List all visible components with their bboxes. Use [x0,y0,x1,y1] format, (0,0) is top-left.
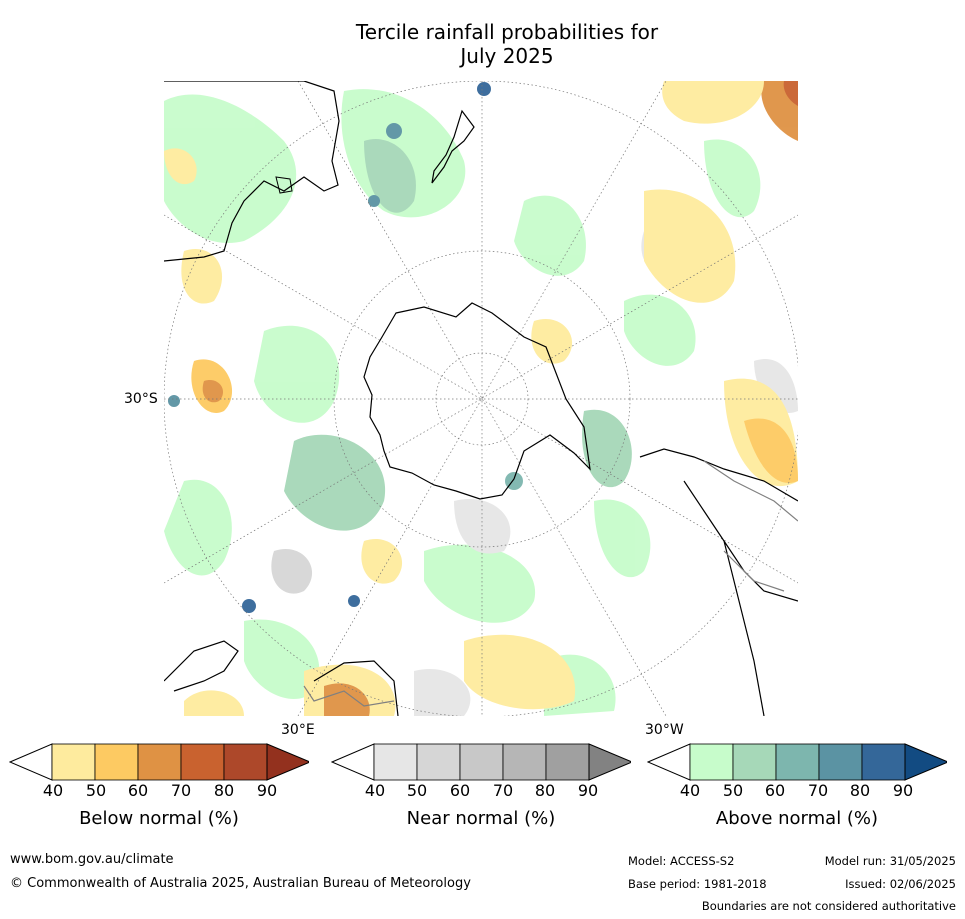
tick-below-80: 80 [213,781,235,800]
footer-model: Model: ACCESS-S2 [628,854,735,868]
above-bin-3 [818,743,863,781]
near-bin-under [331,743,375,781]
footer-issued: Issued: 02/06/2025 [845,877,956,891]
new-zealand-coastline [431,109,475,184]
footer-copyright: © Commonwealth of Australia 2025, Austra… [10,876,471,891]
south-america-borders [703,460,798,592]
lon-label-30e: 30°E [281,722,315,738]
footer-model-run: Model run: 31/05/2025 [824,854,956,868]
near-bin-4 [545,743,590,781]
lon-label-30w: 30°W [645,722,684,738]
title-line-1: Tercile rainfall probabilities for [355,20,659,44]
near-bin-2 [459,743,504,781]
near-bin-3 [502,743,547,781]
chart-title: Tercile rainfall probabilities for July … [0,20,965,68]
south-america-coastline [639,448,798,716]
tick-below-70: 70 [170,781,192,800]
near-bin-1 [416,743,461,781]
colorbar-below [9,743,309,781]
antarctica-coastline [363,302,591,500]
tick-near-90: 90 [577,781,599,800]
below-bin-over [266,743,309,781]
below-bin-1 [94,743,139,781]
tick-near-80: 80 [534,781,556,800]
tick-near-70: 70 [492,781,514,800]
tick-above-80: 80 [849,781,871,800]
africa-coastline [164,640,399,716]
colorbar-above [647,743,947,781]
probability-map [164,81,798,716]
near-bin-0 [373,743,418,781]
footer-disclaimer: Boundaries are not considered authoritat… [701,899,956,913]
lat-label-30s: 30°S [124,391,158,407]
above-bin-0 [689,743,734,781]
colorbar-near [331,743,631,781]
africa-borders [303,685,395,707]
title-line-2: July 2025 [460,44,554,68]
colorbar-below-svg [9,743,309,781]
tick-above-40: 40 [679,781,701,800]
map-svg [164,81,798,716]
tick-below-40: 40 [42,781,64,800]
tick-below-60: 60 [127,781,149,800]
colorbar-near-title: Near normal (%) [406,808,556,829]
tick-below-90: 90 [256,781,278,800]
tick-below-50: 50 [85,781,107,800]
below-bin-3 [180,743,225,781]
below-bin-4 [223,743,268,781]
tick-above-70: 70 [807,781,829,800]
footer-base-period: Base period: 1981-2018 [628,877,767,891]
tick-near-40: 40 [364,781,386,800]
colorbar-above-title: Above normal (%) [715,808,879,829]
australia-coastline [164,81,340,262]
below-bin-under [9,743,53,781]
tasmania-coastline [275,176,293,194]
below-bin-2 [137,743,182,781]
colorbar-below-title: Below normal (%) [79,808,239,829]
tick-above-60: 60 [764,781,786,800]
tick-near-50: 50 [406,781,428,800]
near-bin-over [588,743,631,781]
above-bin-over [904,743,947,781]
tick-above-50: 50 [722,781,744,800]
above-bin-4 [861,743,906,781]
tick-above-90: 90 [892,781,914,800]
colorbar-above-svg [647,743,947,781]
above-bin-1 [732,743,777,781]
colorbar-near-svg [331,743,631,781]
below-bin-0 [51,743,96,781]
footer-url[interactable]: www.bom.gov.au/climate [10,852,174,867]
tick-near-60: 60 [449,781,471,800]
above-bin-2 [775,743,820,781]
graticule [164,81,798,716]
above-bin-under [647,743,691,781]
probability-shading [164,81,798,716]
